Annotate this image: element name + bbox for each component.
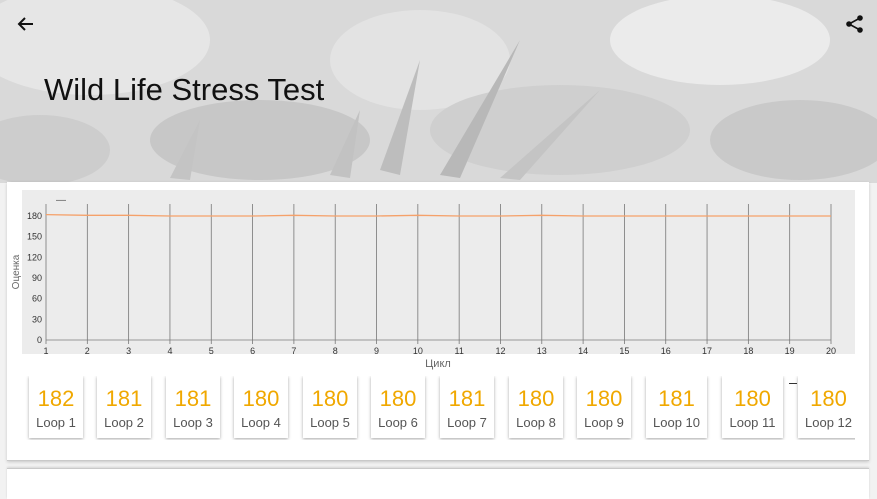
y-axis-label: Оценка xyxy=(11,254,22,289)
loop-score: 180 xyxy=(517,386,555,411)
loop-label: Loop 12 xyxy=(805,415,852,430)
loop-score: 180 xyxy=(734,386,771,411)
loop-label: Loop 1 xyxy=(36,415,76,430)
hero-banner: Wild Life Stress Test xyxy=(0,0,877,183)
y-tick-label: 180 xyxy=(27,211,42,221)
loop-label: Loop 8 xyxy=(516,415,556,430)
loop-score: 181 xyxy=(448,386,486,411)
x-tick-label: 19 xyxy=(785,346,795,356)
loop-tile[interactable]: 182 Loop 1 xyxy=(29,376,83,438)
loop-label: Loop 5 xyxy=(310,415,350,430)
x-tick-label: 2 xyxy=(85,346,90,356)
y-tick-label: 150 xyxy=(27,232,42,242)
x-tick-label: 18 xyxy=(743,346,753,356)
x-tick-label: 3 xyxy=(126,346,131,356)
hero-background-image xyxy=(0,0,877,183)
x-tick-label: 13 xyxy=(537,346,547,356)
loop-score: 181 xyxy=(174,386,212,411)
loop-score: 180 xyxy=(311,386,349,411)
loop-tile[interactable]: 181 Loop 2 xyxy=(97,376,151,438)
x-tick-label: 11 xyxy=(454,346,463,356)
loop-tile[interactable]: 180 Loop 11 xyxy=(722,376,783,438)
x-tick-label: 8 xyxy=(333,346,338,356)
back-button[interactable] xyxy=(10,8,42,40)
page-title: Wild Life Stress Test xyxy=(44,72,325,107)
loop-label: Loop 10 xyxy=(653,415,700,430)
loop-tile[interactable]: 181 Loop 3 xyxy=(166,376,220,438)
legend-marker: — xyxy=(56,195,66,206)
loop-label: Loop 2 xyxy=(104,415,144,430)
loop-label: Loop 7 xyxy=(447,415,487,430)
loop-label: Loop 11 xyxy=(729,415,776,430)
x-tick-label: 9 xyxy=(374,346,379,356)
arrow-left-icon xyxy=(17,17,33,31)
y-tick-label: 120 xyxy=(27,252,42,262)
x-tick-label: 1 xyxy=(43,346,48,356)
loop-tile[interactable]: 180 Loop 8 xyxy=(509,376,563,438)
plot-area xyxy=(22,190,855,354)
loop-score-list: 182 Loop 1 181 Loop 2 181 Loop 3 180 Loop 4 180 L… xyxy=(0,376,855,440)
x-tick-label: 15 xyxy=(619,346,629,356)
loop-score: 181 xyxy=(105,386,143,411)
x-tick-label: 20 xyxy=(826,346,836,356)
loop-tile[interactable]: 181 Loop 10 xyxy=(646,376,707,438)
loop-label: Loop 9 xyxy=(584,415,624,430)
loop-score: 181 xyxy=(658,386,695,411)
y-tick-label: 0 xyxy=(37,335,42,345)
loop-label: Loop 3 xyxy=(173,415,213,430)
loop-tile[interactable]: 180 Loop 5 xyxy=(303,376,357,438)
loop-score: 180 xyxy=(379,386,417,411)
x-tick-label: 10 xyxy=(413,346,423,356)
x-tick-label: 4 xyxy=(167,346,172,356)
share-icon xyxy=(846,15,863,33)
loop-tile[interactable]: 180 Loop 9 xyxy=(577,376,631,438)
share-button[interactable] xyxy=(839,8,871,40)
x-tick-label: 12 xyxy=(495,346,505,356)
loop-score: 180 xyxy=(810,386,847,411)
loop-score: 180 xyxy=(585,386,623,411)
loop-tile[interactable]: 180 Loop 12 xyxy=(798,376,855,438)
loop-label: Loop 4 xyxy=(241,415,281,430)
y-tick-label: 30 xyxy=(32,314,42,324)
x-tick-label: 16 xyxy=(661,346,671,356)
x-tick-label: 5 xyxy=(209,346,214,356)
loop-score: 180 xyxy=(242,386,280,411)
loop-label: Loop 6 xyxy=(378,415,418,430)
scroll-indicator xyxy=(789,383,797,384)
x-tick-label: 17 xyxy=(702,346,712,356)
x-tick-label: 6 xyxy=(250,346,255,356)
x-tick-label: 14 xyxy=(578,346,588,356)
x-tick-label: 7 xyxy=(291,346,296,356)
loop-tile[interactable]: 181 Loop 7 xyxy=(440,376,494,438)
score-series-line xyxy=(45,213,831,217)
loop-score: 182 xyxy=(37,386,75,411)
loop-tile[interactable]: 180 Loop 4 xyxy=(234,376,288,438)
secondary-card xyxy=(7,468,869,499)
y-tick-label: 90 xyxy=(32,273,42,283)
loop-tile[interactable]: 180 Loop 6 xyxy=(371,376,425,438)
x-axis-label: Цикл xyxy=(425,358,451,370)
y-tick-label: 60 xyxy=(32,294,42,304)
